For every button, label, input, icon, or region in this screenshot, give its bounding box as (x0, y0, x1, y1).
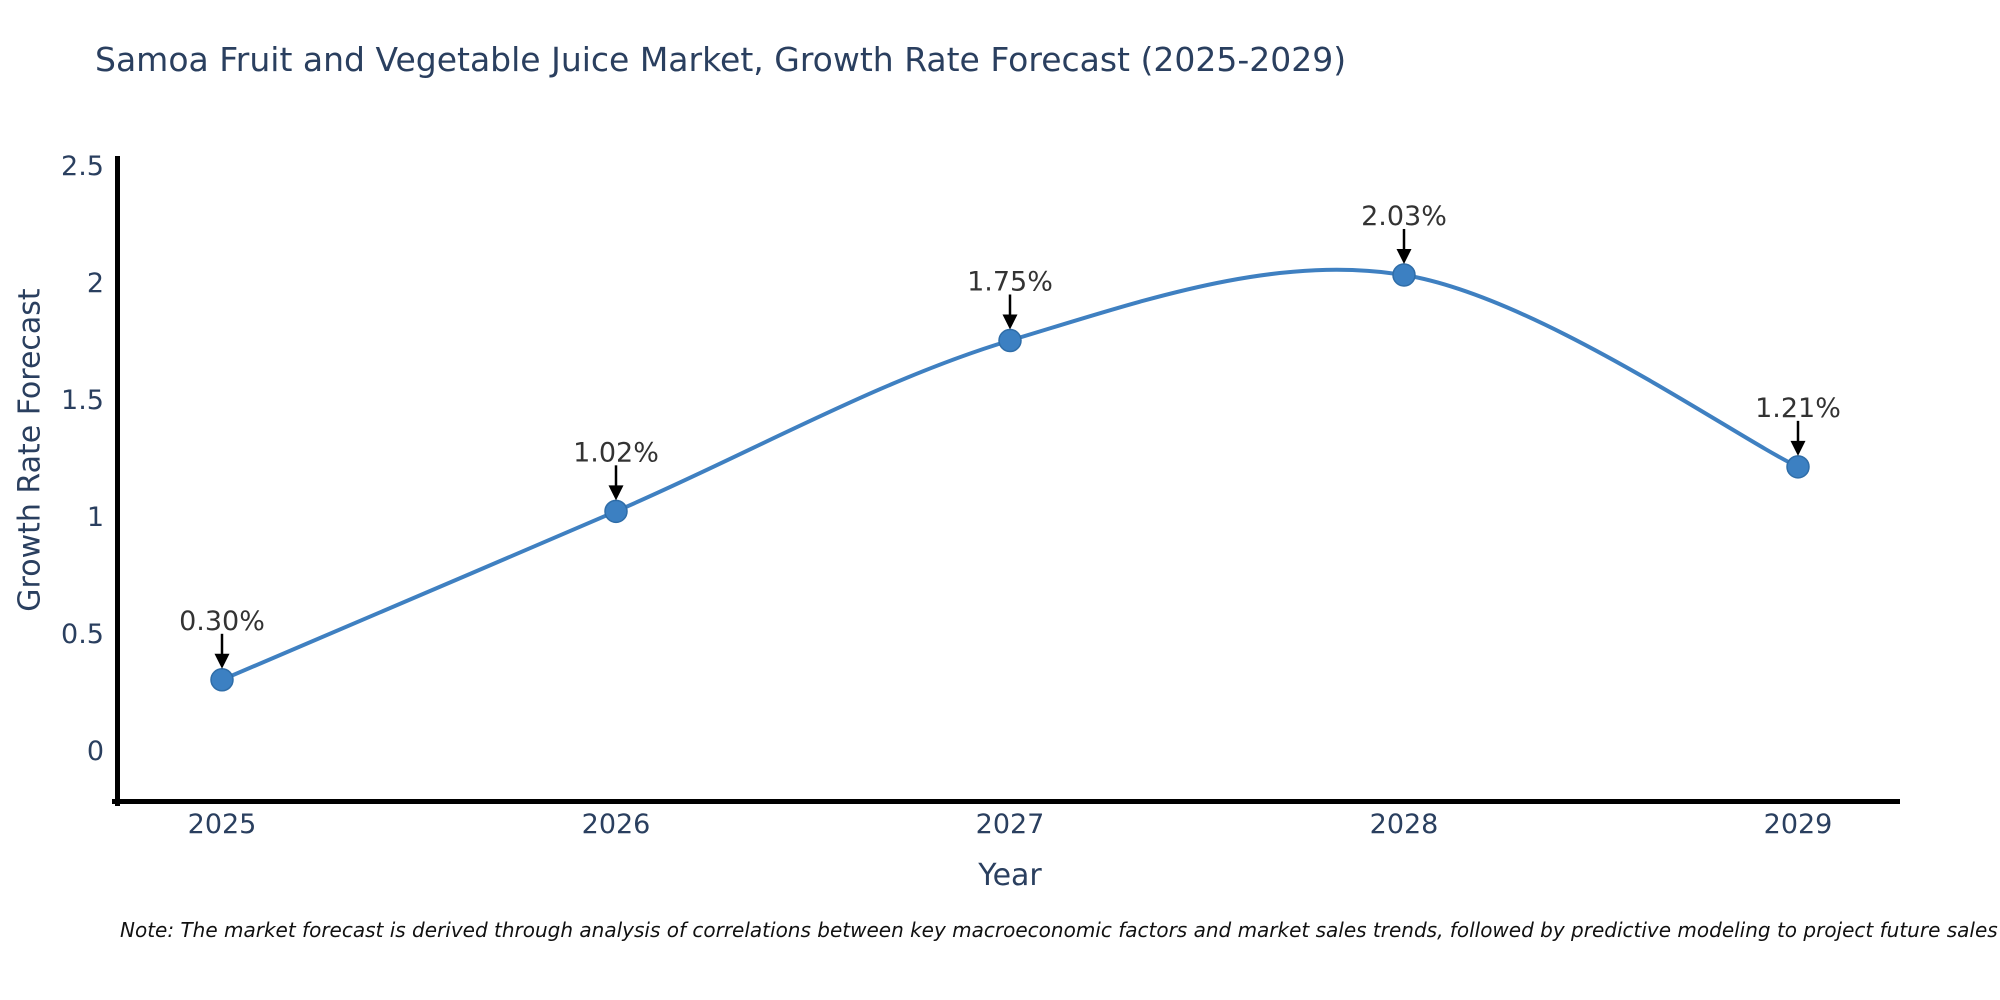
annotation-arrowhead-icon (1790, 440, 1806, 456)
footnote: Note: The market forecast is derived thr… (120, 918, 1998, 942)
data-point-marker[interactable] (1786, 455, 1810, 479)
y-axis-line (115, 156, 120, 806)
chart-title: Samoa Fruit and Vegetable Juice Market, … (95, 40, 1347, 79)
x-axis-title: Year (978, 858, 1042, 893)
y-tick-label: 2.5 (61, 151, 104, 182)
data-point-marker[interactable] (210, 668, 234, 692)
annotation-arrowhead-icon (1396, 248, 1412, 264)
x-tick-label: 2027 (976, 809, 1045, 840)
data-point-marker[interactable] (998, 328, 1022, 353)
point-annotation-label: 1.02% (573, 437, 659, 468)
y-tick-label: 1.5 (61, 385, 104, 416)
y-tick-label: 1 (87, 502, 104, 533)
data-point-marker[interactable] (1392, 263, 1416, 287)
y-tick-label: 2 (87, 268, 104, 299)
data-point-marker[interactable] (604, 499, 628, 524)
point-annotation-label: 1.75% (967, 267, 1053, 298)
point-annotation-label: 2.03% (1361, 201, 1447, 232)
point-annotation-label: 1.21% (1755, 393, 1841, 424)
point-annotation-label: 0.30% (179, 606, 265, 637)
annotation-arrowhead-icon (214, 653, 230, 669)
annotation-arrowhead-icon (608, 485, 624, 501)
x-axis-line (112, 799, 1900, 804)
x-tick-label: 2026 (582, 809, 651, 840)
x-tick-label: 2025 (188, 809, 257, 840)
x-tick-label: 2028 (1370, 809, 1439, 840)
y-tick-label: 0 (87, 736, 104, 767)
x-tick-label: 2029 (1764, 809, 1833, 840)
annotation-arrowhead-icon (1002, 314, 1018, 330)
y-tick-label: 0.5 (61, 619, 104, 650)
